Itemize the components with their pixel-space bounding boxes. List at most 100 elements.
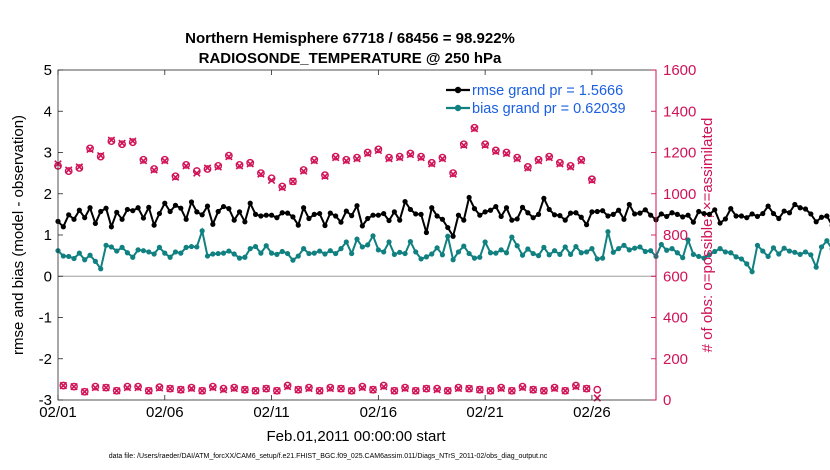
assimilated-obs-marker <box>369 385 377 394</box>
bias-point <box>124 250 131 256</box>
possible-obs-marker <box>155 383 164 392</box>
assimilated-obs-marker <box>128 137 137 145</box>
rmse-point <box>583 222 590 228</box>
rmse-point <box>674 211 680 217</box>
bias-point <box>247 246 253 252</box>
rmse-point <box>311 211 317 217</box>
rmse-point <box>824 213 830 219</box>
rmse-point <box>712 207 718 213</box>
rmse-point <box>247 200 253 206</box>
rmse-point <box>199 212 205 218</box>
rmse-point <box>701 210 707 217</box>
bias-point <box>349 250 355 257</box>
rmse-point <box>71 216 77 222</box>
rmse-point <box>82 215 88 221</box>
rmse-point <box>354 203 360 209</box>
rmse-point <box>60 224 66 230</box>
bias-point <box>450 257 456 263</box>
bias-point <box>754 242 761 248</box>
possible-obs-marker <box>299 166 308 174</box>
assimilated-obs-marker <box>70 382 78 391</box>
bias-point <box>557 251 563 257</box>
assimilated-obs-marker <box>476 385 484 394</box>
bias-point <box>258 250 264 256</box>
bias-point <box>402 250 408 257</box>
possible-obs-marker <box>107 137 116 146</box>
possible-obs-marker <box>582 384 591 393</box>
chart-subtitle: RADIOSONDE_TEMPERATURE @ 250 hPa <box>199 50 502 67</box>
assimilated-obs-marker <box>134 383 142 392</box>
bias-point <box>439 252 446 258</box>
bias-point <box>717 246 723 252</box>
possible-obs-marker <box>171 172 180 181</box>
bias-point <box>82 257 88 263</box>
bias-point <box>642 248 648 255</box>
assimilated-obs-marker <box>241 385 249 394</box>
assimilated-obs-marker <box>251 386 260 395</box>
bias-point <box>290 257 296 263</box>
rmse-point <box>215 208 221 215</box>
left-y-axis-label: rmse and bias (model - observation) <box>10 115 27 355</box>
possible-obs-marker <box>475 385 484 394</box>
bias-point <box>60 253 66 259</box>
rmse-point <box>738 213 745 219</box>
bias-point <box>92 258 98 264</box>
assimilated-obs-marker <box>481 141 489 150</box>
assimilated-obs-marker <box>438 154 447 163</box>
bias-point <box>461 243 467 249</box>
rmse-point <box>728 206 734 212</box>
assimilated-obs-marker <box>278 183 287 192</box>
possible-obs-marker <box>80 387 89 396</box>
bias-point <box>706 252 712 258</box>
possible-obs-marker <box>518 382 527 391</box>
rmse-point <box>284 210 291 216</box>
bias-point <box>156 244 163 250</box>
rmse-point <box>685 212 691 218</box>
bias-point <box>605 229 611 235</box>
assimilated-obs-marker <box>577 156 586 165</box>
assimilated-obs-marker <box>561 386 569 395</box>
rmse-point <box>605 213 611 219</box>
bias-point <box>322 251 328 257</box>
assimilated-obs-marker <box>492 147 500 156</box>
rmse-point <box>765 203 771 209</box>
possible-obs-marker <box>588 175 596 184</box>
assimilated-obs-marker <box>257 170 265 178</box>
rmse-point <box>386 217 392 224</box>
bias-point <box>722 249 729 255</box>
assimilated-obs-marker <box>390 386 399 395</box>
assimilated-obs-marker <box>337 384 345 393</box>
rmse-point <box>818 214 825 220</box>
possible-obs-marker <box>187 383 196 392</box>
assimilated-obs-marker <box>235 162 244 170</box>
rmse-point <box>375 212 381 218</box>
rmse-point <box>439 216 446 222</box>
possible-obs-marker <box>176 385 185 394</box>
assimilated-obs-marker <box>497 384 505 393</box>
left-y-tick-label: 0 <box>44 268 52 285</box>
bias-point <box>76 250 82 256</box>
rmse-point <box>466 194 472 201</box>
legend-bias-label: bias grand pr = 0.62039 <box>472 101 626 117</box>
possible-obs-marker <box>70 382 78 391</box>
bias-point <box>397 249 403 255</box>
assimilated-obs-marker <box>518 383 527 392</box>
rmse-point <box>279 210 285 216</box>
rmse-point <box>172 202 179 208</box>
rmse-point <box>503 205 510 211</box>
rmse-point <box>482 209 488 215</box>
possible-obs-marker <box>369 385 377 394</box>
possible-obs-marker <box>267 174 276 183</box>
assimilated-obs-marker <box>209 383 217 392</box>
x-axis-label: Feb.01,2011 00:00:00 start <box>266 428 446 445</box>
possible-obs-marker <box>390 386 399 395</box>
bias-point <box>226 248 232 254</box>
bias-point <box>108 244 114 250</box>
rmse-point <box>236 209 243 215</box>
possible-obs-marker <box>561 386 570 395</box>
rmse-point <box>397 217 403 223</box>
assimilated-obs-marker <box>107 136 116 144</box>
bias-point <box>765 253 771 260</box>
bias-point <box>573 243 579 250</box>
rmse-point <box>151 222 157 228</box>
